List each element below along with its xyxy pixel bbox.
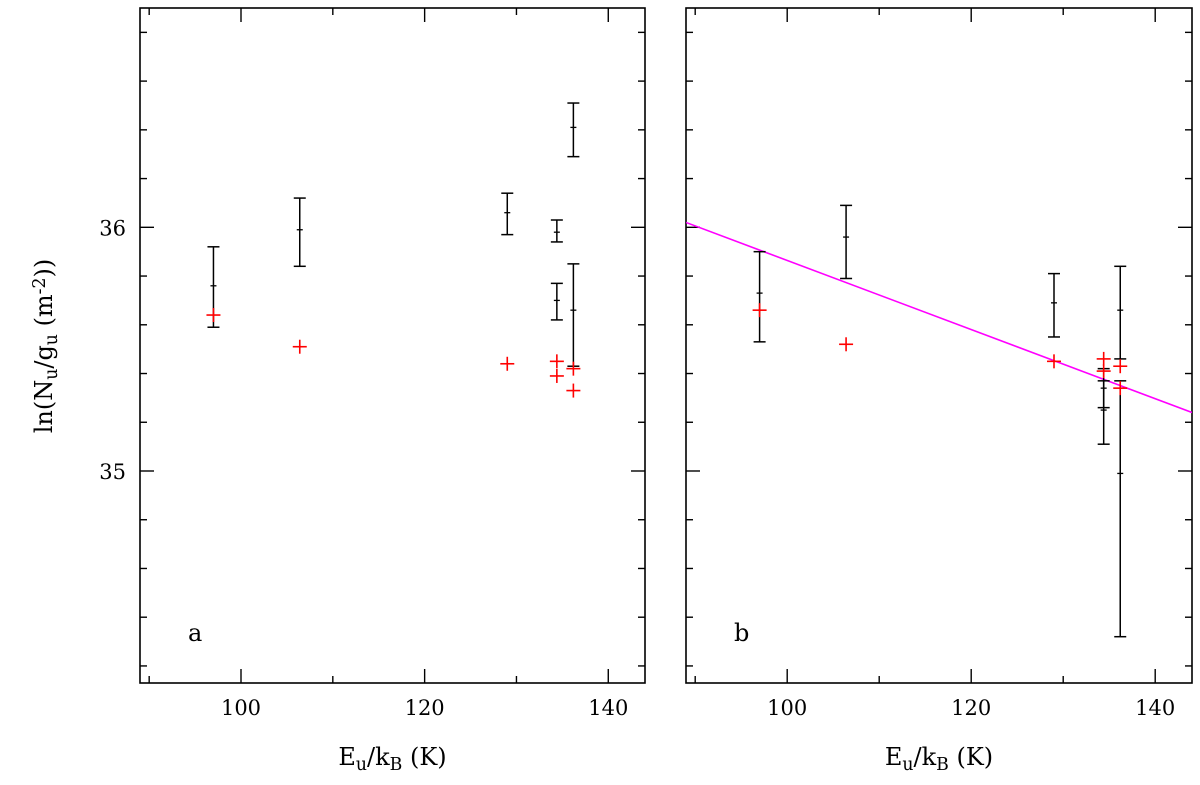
y-axis-label-text: ln(Nu​/gu​ (m-2​)) [30, 259, 62, 434]
x-axis-label: Eu​/kB​ (K) [338, 743, 446, 775]
panel-letter-label: b [734, 619, 749, 647]
observed-point [753, 250, 766, 343]
x-tick-label: 140 [588, 696, 628, 720]
model-point [566, 361, 581, 376]
x-tick-label: 120 [951, 696, 991, 720]
model-point [1113, 381, 1128, 396]
model-point [500, 356, 515, 371]
plot-area [686, 204, 1192, 638]
model-point [752, 303, 767, 318]
y-axis-label: ln(Nu​/gu​ (m-2​)) [30, 259, 62, 434]
observed-point [840, 204, 853, 280]
model-point [292, 339, 307, 354]
observed-point [501, 192, 514, 236]
observed-point [567, 102, 580, 158]
model-point [549, 354, 564, 369]
x-tick-label: 120 [405, 696, 445, 720]
observed-point [293, 197, 306, 268]
model-point [1047, 354, 1061, 369]
model-point [839, 337, 854, 352]
y-tick-label: 35 [99, 460, 126, 484]
model-point [549, 368, 564, 383]
observed-point [1048, 272, 1060, 338]
panel-b: 100 120 140 Eu​/kB​ (K) b [685, 7, 1193, 775]
panel-letter-label: a [188, 619, 202, 647]
y-tick-label: 36 [99, 216, 126, 240]
model-point [206, 308, 221, 323]
x-tick-label: 100 [767, 696, 807, 720]
x-axis-label: Eu​/kB​ (K) [885, 743, 993, 775]
observed-point [550, 219, 563, 243]
plot-area [206, 102, 581, 398]
x-tick-label: 140 [1135, 696, 1175, 720]
x-tick-label: 100 [221, 696, 261, 720]
plot-frame [139, 7, 646, 684]
panel-a: 100 120 140 35 36 Eu​/kB​ (K) a [99, 7, 646, 775]
model-point [1113, 359, 1128, 374]
observed-point [550, 282, 563, 321]
observed-point [1097, 380, 1110, 445]
observed-point [567, 263, 580, 367]
observed-point [1114, 380, 1127, 638]
observed-point [1114, 265, 1127, 360]
model-point [566, 383, 581, 398]
model-point [1096, 364, 1111, 379]
plot-frame [685, 7, 1193, 684]
model-point [1096, 351, 1111, 366]
